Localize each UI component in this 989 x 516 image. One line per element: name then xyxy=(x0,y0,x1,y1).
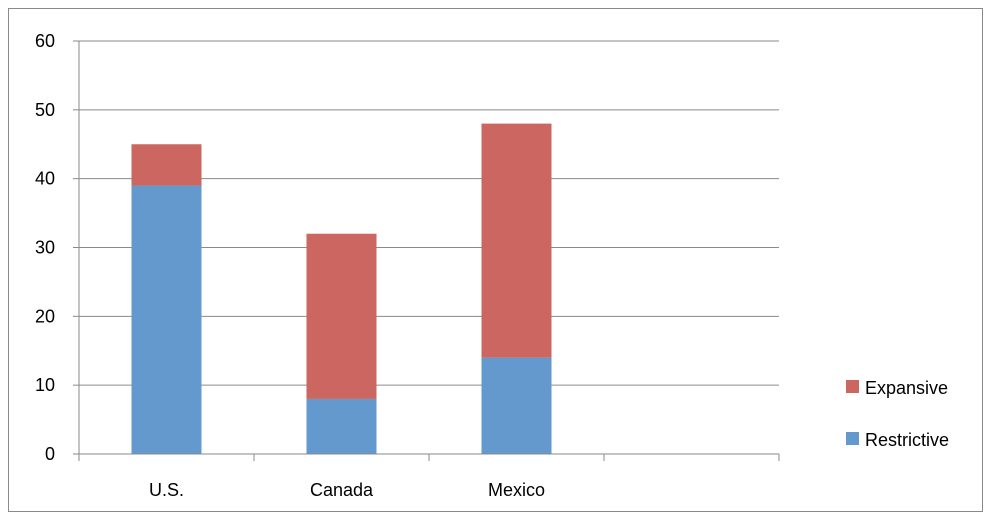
y-tick-label-40: 40 xyxy=(35,169,55,189)
y-tick-label-0: 0 xyxy=(45,444,55,464)
y-tick-labels: 0 10 20 30 40 50 60 xyxy=(35,31,55,464)
bar-restrictive-mexico xyxy=(481,357,552,454)
legend-label-restrictive: Restrictive xyxy=(865,430,949,450)
legend-label-expansive: Expansive xyxy=(865,378,948,398)
x-tick-labels: U.S. Canada Mexico xyxy=(149,480,545,500)
bar-expansive-u-s- xyxy=(131,144,202,186)
y-tick-label-20: 20 xyxy=(35,306,55,326)
legend-swatch-expansive xyxy=(846,380,859,393)
x-tick-label-u-s-: U.S. xyxy=(149,480,184,500)
axes xyxy=(73,40,780,461)
x-tick-label-mexico: Mexico xyxy=(488,480,545,500)
y-tick-label-10: 10 xyxy=(35,375,55,395)
y-tick-label-60: 60 xyxy=(35,31,55,51)
x-tick-label-canada: Canada xyxy=(310,480,374,500)
bar-expansive-canada xyxy=(306,233,377,399)
y-tick-label-30: 30 xyxy=(35,238,55,258)
bar-restrictive-u-s- xyxy=(131,185,202,455)
legend-swatch-restrictive xyxy=(846,432,859,445)
bars xyxy=(131,123,552,455)
y-tick-label-50: 50 xyxy=(35,100,55,120)
bar-restrictive-canada xyxy=(306,398,377,454)
bar-expansive-mexico xyxy=(481,123,552,358)
legend: Expansive Restrictive xyxy=(846,378,949,450)
